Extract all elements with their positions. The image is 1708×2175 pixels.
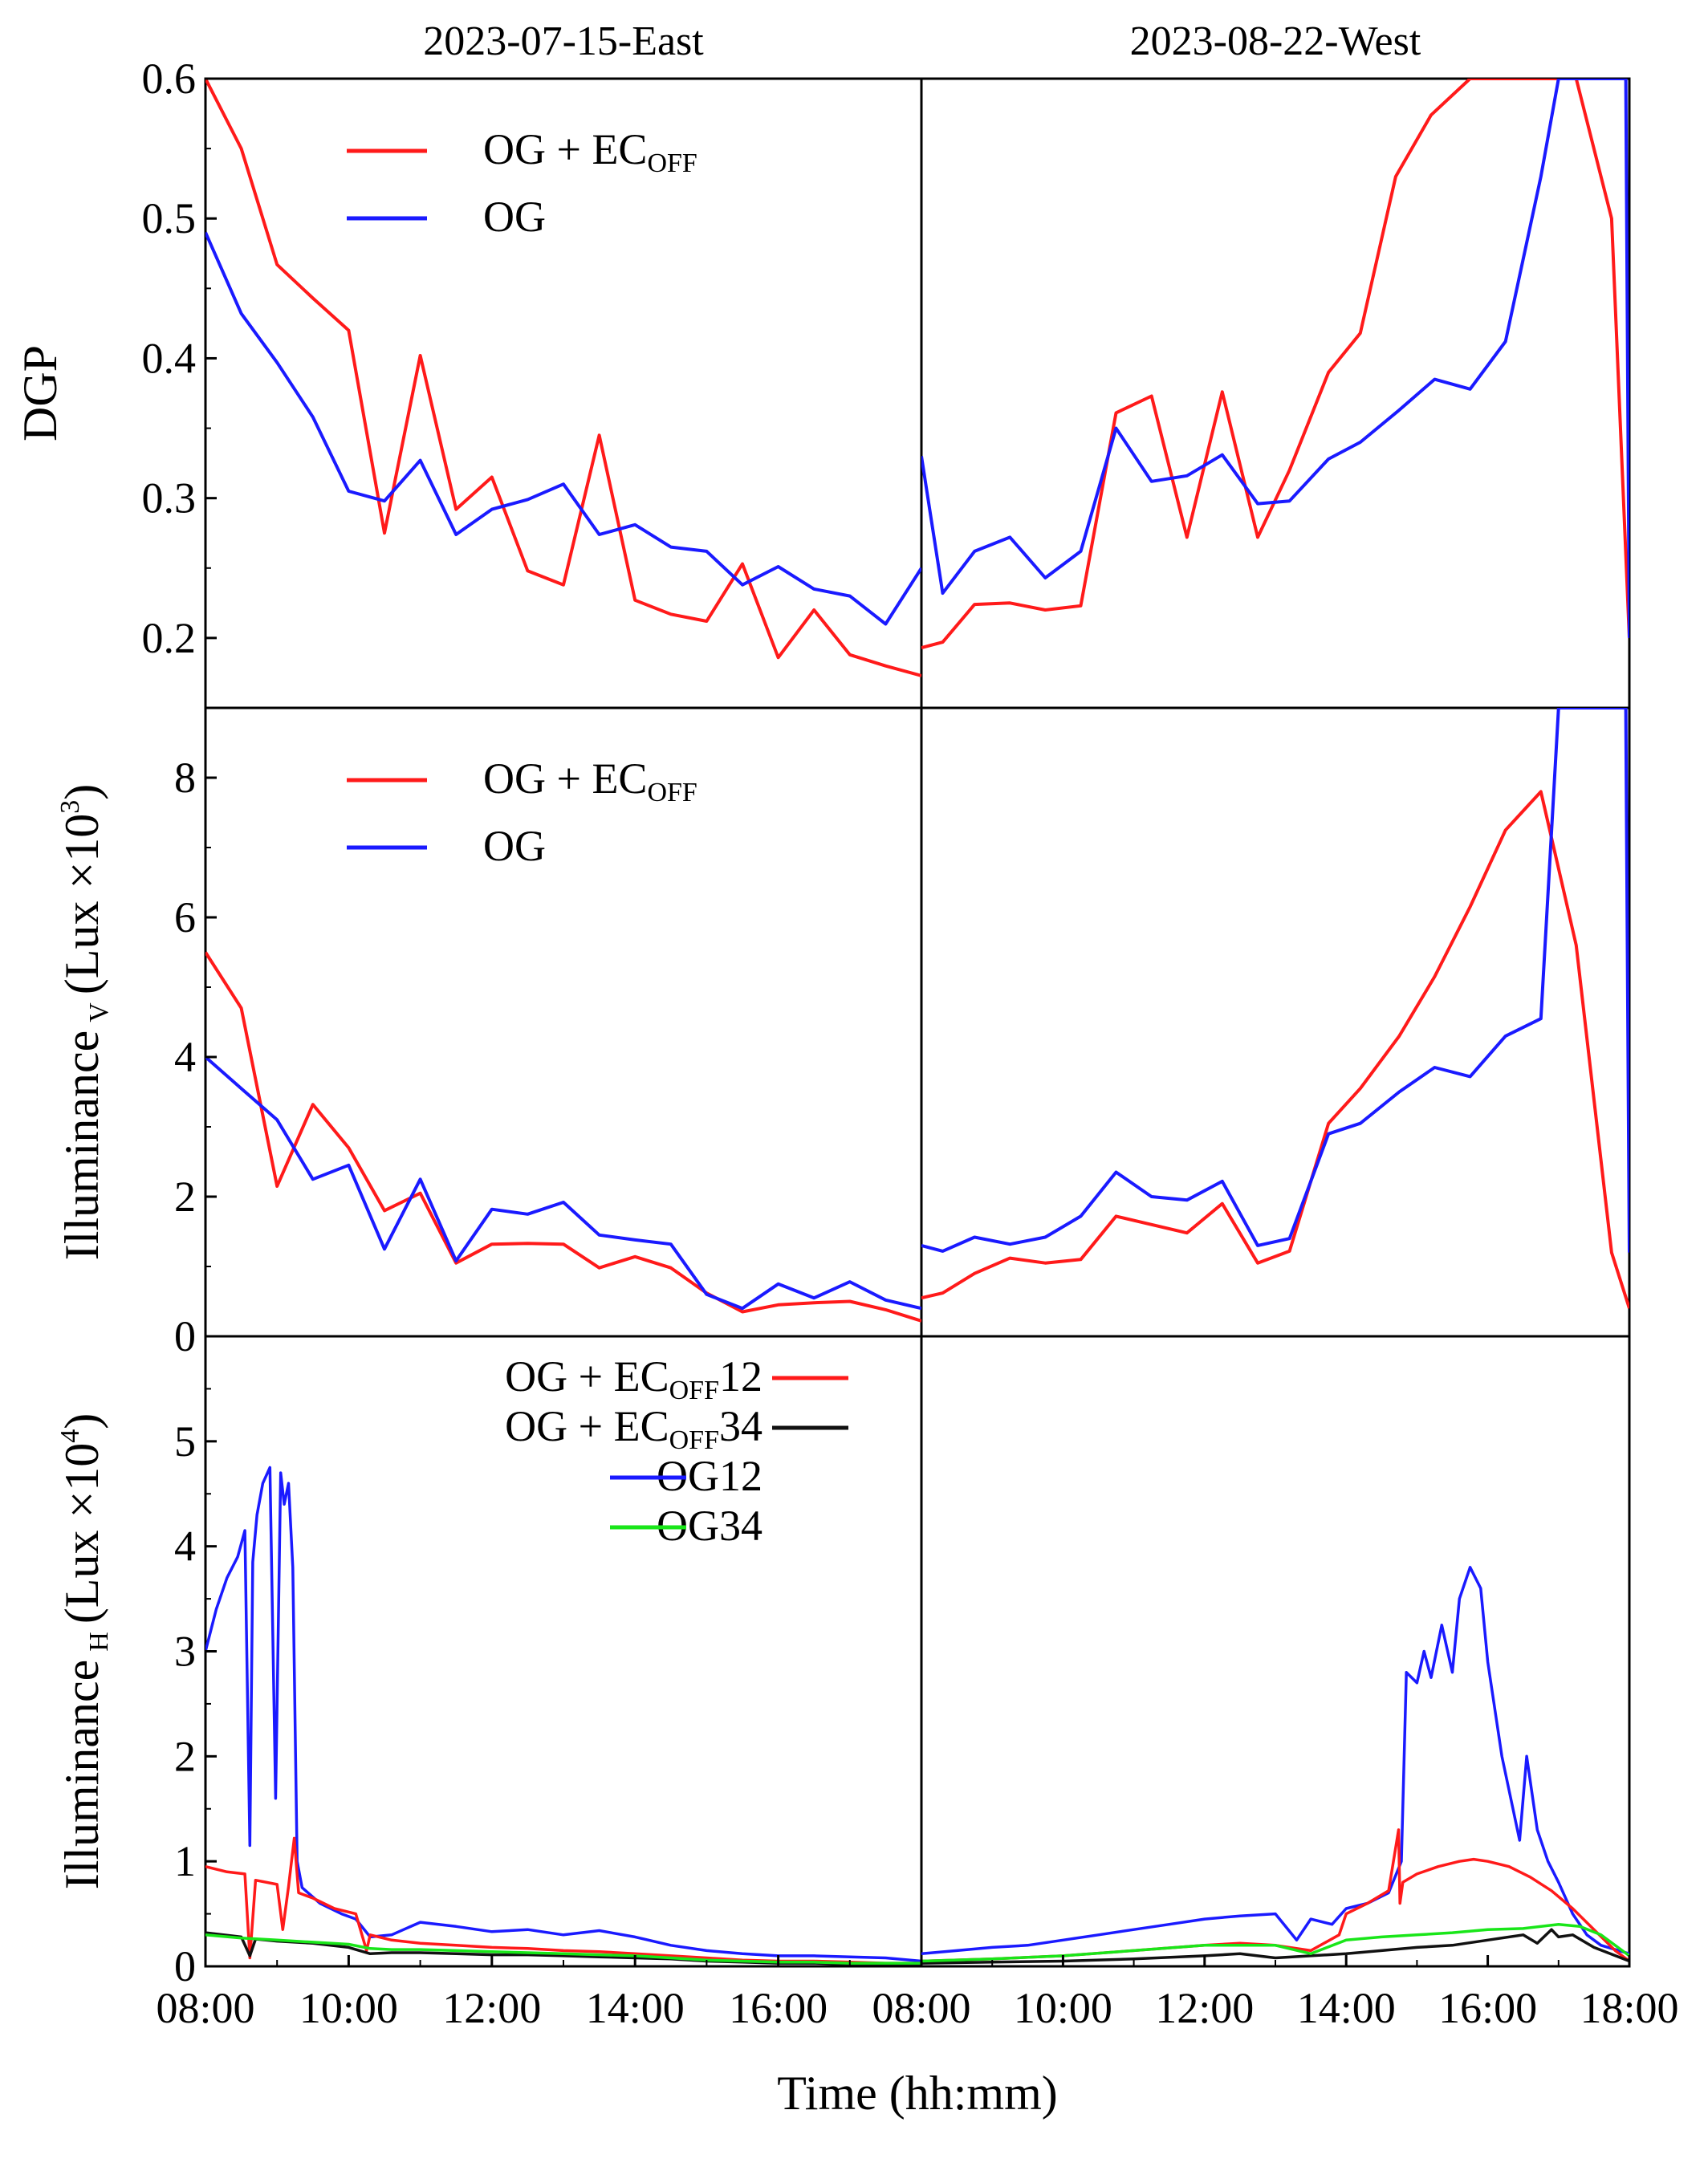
legend-after: 12 [719,1352,762,1401]
legend-main: OG + EC [505,1352,669,1401]
panel-frame-illum_h-west [920,1335,1631,1968]
series-group-dgp-west [921,79,1629,650]
series-group-illum_v-east [205,951,921,1323]
series-illum_v-west-og [921,708,1629,1253]
panel-frame-dgp-west [920,77,1631,709]
x-tick-label: 10:00 [299,1984,398,2032]
x-tick-label: 08:00 [156,1984,254,2032]
y-axis-title-illum_v: Illuminance V (Lux ×103) [55,784,114,1261]
y-tick-label-illum_h: 5 [174,1417,196,1466]
ylabel-unit: (Lux ×10 [55,1443,108,1624]
series-illum_h-east-og-ec-off34 [205,1931,921,1966]
series-group-dgp-east [205,79,921,677]
x-tick-label: 14:00 [1297,1984,1396,2032]
legend-main: OG + EC [505,1402,669,1450]
column-title-east: 2023-07-15-East [423,18,704,64]
legend-sub: OFF [669,1425,719,1455]
x-tick-label: 14:00 [586,1984,685,2032]
y-tick-label-dgp: 0.6 [142,55,197,103]
x-tick-label: 16:00 [1438,1984,1537,2032]
series-dgp-west-og-ec-off [921,79,1629,650]
legend-after: 34 [719,1402,762,1450]
y-tick-label-illum_h: 0 [174,1942,196,1990]
y-tick-label-illum_v: 0 [174,1312,196,1360]
series-illum_h-west-og-ec-off12 [921,1828,1629,1963]
series-illum_h-west-og34 [921,1922,1629,1963]
y-tick-label-illum_v: 8 [174,754,196,802]
legend-sub: OFF [647,778,697,807]
ylabel-sub: H [84,1632,114,1652]
y-tick-label-illum_h: 2 [174,1732,196,1780]
y-tick-label-dgp: 0.2 [142,614,197,662]
ylabel-unit: (Lux ×10 [55,814,108,994]
ylabel-exp: 4 [55,1429,85,1443]
series-group-illum_h-east [205,1466,921,1966]
legend-entry-illum_v-1: OG [483,822,546,870]
series-illum_v-east-og [205,1055,921,1311]
y-tick-label-illum_v: 4 [174,1033,196,1081]
x-tick-label: 12:00 [1155,1984,1254,2032]
series-dgp-east-og-ec-off [205,79,921,677]
series-illum_h-east-og34 [205,1933,921,1965]
y-tick-label-illum_h: 4 [174,1522,196,1571]
series-illum_h-west-og12 [921,1566,1629,1956]
legend-entry-illum_h-1: OG + ECOFF34 [505,1402,762,1455]
legend-main: OG [483,193,546,241]
y-tick-label-illum_h: 1 [174,1837,196,1885]
y-tick-label-illum_v: 2 [174,1173,196,1221]
legend-main: OG + EC [483,125,647,173]
y-tick-label-illum_h: 3 [174,1628,196,1676]
y-tick-label-dgp: 0.4 [142,334,197,382]
ylabel-sub: V [84,1002,114,1022]
y-tick-label-dgp: 0.5 [142,194,197,242]
x-tick-label: 16:00 [729,1984,828,2032]
ylabel-main: Illuminance [55,1660,108,1890]
ylabel-close: ) [55,1413,108,1429]
legend-main: OG [483,822,546,870]
x-axis-title: Time (hh:mm) [777,2067,1057,2120]
legend-sub: OFF [669,1376,719,1405]
ylabel-exp: 3 [55,800,85,814]
series-group-illum_v-west [921,708,1629,1309]
ylabel-close: ) [55,784,108,800]
y-tick-label-dgp: 0.3 [142,474,197,522]
y-axis-title-illum_h: Illuminance H (Lux ×104) [55,1413,114,1890]
ylabel-main: Illuminance [55,1031,108,1261]
legend-sub: OFF [647,148,697,178]
series-dgp-west-og [921,79,1629,638]
legend-entry-dgp-0: OG + ECOFF [483,125,697,178]
series-illum_h-west-og-ec-off34 [921,1928,1629,1965]
series-illum_v-west-og-ec-off [921,790,1629,1309]
legend-entry-dgp-1: OG [483,193,546,241]
y-axis-title-dgp: DGP [14,345,67,441]
series-group-illum_h-west [921,1566,1629,1965]
x-tick-label: 10:00 [1014,1984,1112,2032]
column-titles: 2023-07-15-East 2023-08-22-West [423,18,1421,64]
legend-entry-illum_v-0: OG + ECOFF [483,754,697,807]
legend-entry-illum_h-0: OG + ECOFF12 [505,1352,762,1405]
x-tick-label: 12:00 [442,1984,541,2032]
column-title-west: 2023-08-22-West [1130,18,1421,64]
series-illum_v-east-og-ec-off [205,951,921,1323]
series-illum_h-east-og12 [205,1466,921,1963]
x-tick-label: 18:00 [1580,1984,1678,2032]
series-layer [205,79,1629,1966]
legend-main: OG + EC [483,754,647,803]
series-dgp-east-og [205,231,921,626]
y-tick-label-illum_v: 6 [174,893,196,941]
x-tick-label: 08:00 [872,1984,970,2032]
